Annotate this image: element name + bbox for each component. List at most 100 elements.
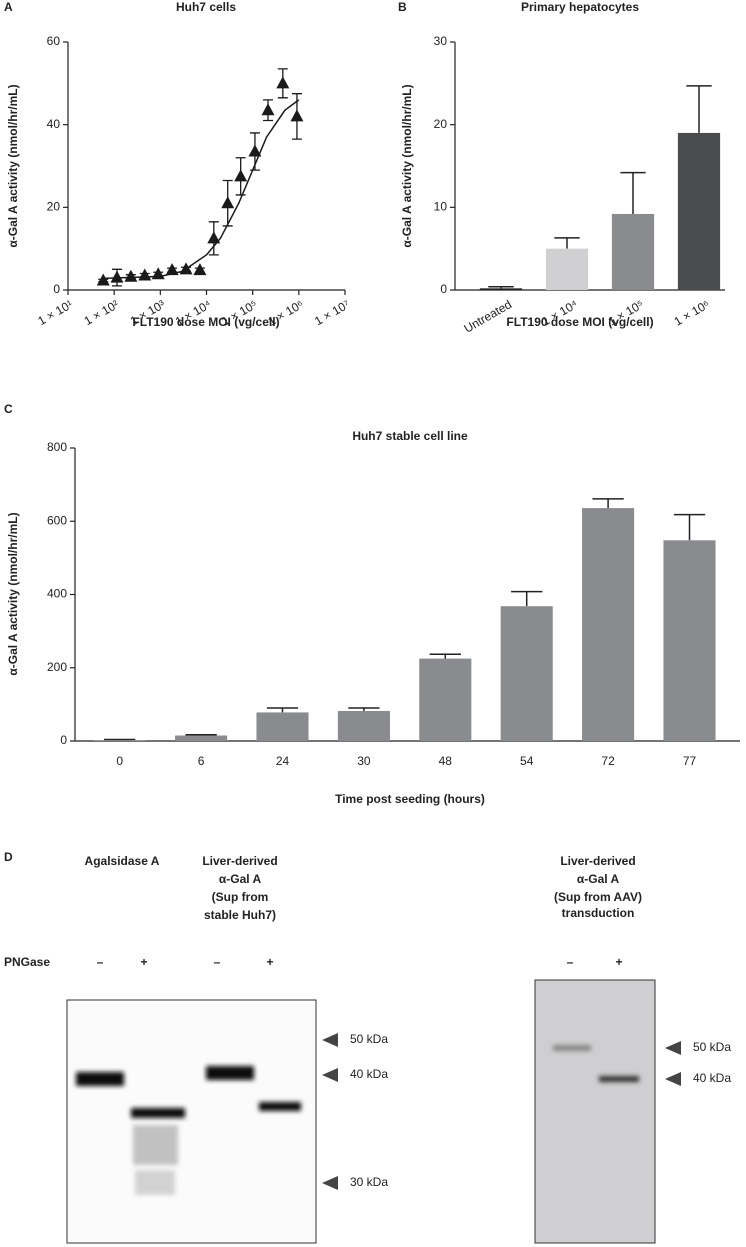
sign: – xyxy=(567,955,574,969)
x-axis-label: FLT190 dose MOI (vg/cell) xyxy=(132,315,279,329)
point xyxy=(234,169,248,182)
x-tick-label: 1 × 10⁷ xyxy=(312,297,352,328)
bar xyxy=(419,658,472,741)
error-bar xyxy=(673,513,706,541)
header: Liver-derived xyxy=(202,854,277,868)
y-tick-label: 800 xyxy=(47,440,67,454)
blot-left xyxy=(66,999,317,1244)
x-tick-label: 0 xyxy=(116,754,123,768)
y-tick-label: 0 xyxy=(53,282,60,296)
chart-title: Primary hepatocytes xyxy=(521,0,639,14)
y-tick-label: 10 xyxy=(434,200,448,214)
header: (Sup from AAV) xyxy=(554,890,642,904)
x-tick-label: 1 × 10⁶ xyxy=(265,297,306,328)
error-bar xyxy=(185,734,217,736)
blot-right xyxy=(534,979,656,1244)
y-tick-label: 200 xyxy=(47,660,67,674)
bar xyxy=(500,606,553,741)
y-tick-label: 40 xyxy=(47,117,61,131)
point xyxy=(179,262,193,275)
chart-title: Huh7 stable cell line xyxy=(352,429,468,443)
y-axis-label: α-Gal A activity (nmol/hr/mL) xyxy=(6,84,20,247)
marker-label: 40 kDa xyxy=(693,1071,731,1085)
point xyxy=(124,269,138,282)
sign: + xyxy=(615,955,622,969)
point xyxy=(96,273,110,286)
point xyxy=(276,76,290,89)
point xyxy=(165,263,179,276)
point xyxy=(248,144,262,157)
y-tick-label: 60 xyxy=(47,34,61,48)
y-tick-label: 0 xyxy=(60,733,67,747)
panel-d: D Agalsidase A Liver-derived α-Gal A (Su… xyxy=(4,850,731,1244)
header: α-Gal A xyxy=(219,872,262,886)
x-axis-label: Time post seeding (hours) xyxy=(335,792,485,806)
band xyxy=(135,1170,175,1195)
header: stable Huh7) xyxy=(204,908,276,922)
y-tick-label: 0 xyxy=(440,282,447,296)
x-tick-label: 1 × 10² xyxy=(82,297,122,328)
band xyxy=(206,1066,254,1080)
x-tick-label: 30 xyxy=(357,754,371,768)
band xyxy=(259,1102,301,1111)
y-tick-label: 20 xyxy=(47,200,61,214)
bar xyxy=(611,213,655,290)
x-tick-label: 48 xyxy=(439,754,453,768)
sign: + xyxy=(140,955,147,969)
bar xyxy=(663,540,716,741)
error-bar xyxy=(620,171,646,214)
point xyxy=(221,196,235,209)
x-tick-label: 1 × 10⁶ xyxy=(672,297,713,328)
point xyxy=(290,109,304,122)
y-axis-label: α-Gal A activity (nmol/hr/mL) xyxy=(400,84,414,247)
y-axis-label: α-Gal A activity (nmol/hr/mL) xyxy=(6,512,20,675)
point xyxy=(193,263,207,276)
bar xyxy=(545,248,589,290)
marker-label: 40 kDa xyxy=(350,1067,388,1081)
marker-label: 50 kDa xyxy=(693,1040,731,1054)
bar xyxy=(337,710,390,741)
band xyxy=(599,1076,639,1082)
sign: – xyxy=(214,955,221,969)
bar xyxy=(93,740,146,741)
x-tick-label: 1 × 10¹ xyxy=(35,297,75,328)
marker-label: 30 kDa xyxy=(350,1175,388,1189)
error-bar xyxy=(429,653,461,659)
x-axis-label: FLT190 dose MOI (vg/cell) xyxy=(506,315,653,329)
sign: + xyxy=(266,955,273,969)
x-tick-label: 54 xyxy=(520,754,534,768)
band xyxy=(76,1072,124,1086)
sign: – xyxy=(97,955,104,969)
panel-letter: D xyxy=(4,850,13,864)
header: (Sup from xyxy=(212,890,269,904)
fit-curve xyxy=(103,99,300,280)
bar xyxy=(677,132,721,290)
bar xyxy=(256,712,309,741)
x-tick-label: 24 xyxy=(276,754,290,768)
point xyxy=(151,267,165,280)
x-tick-label: 77 xyxy=(683,754,697,768)
bar xyxy=(175,735,228,741)
y-tick-label: 600 xyxy=(47,513,67,527)
header: transduction xyxy=(562,906,635,920)
error-bar xyxy=(348,707,380,711)
error-bar xyxy=(266,707,299,713)
x-tick-label: 72 xyxy=(601,754,615,768)
marker-label: 50 kDa xyxy=(350,1032,388,1046)
band xyxy=(133,1125,178,1165)
point xyxy=(207,231,221,244)
error-bar xyxy=(592,498,624,509)
y-tick-label: 400 xyxy=(47,587,67,601)
arrows xyxy=(322,1033,681,1190)
header: Agalsidase A xyxy=(85,854,160,868)
error-bar xyxy=(554,237,580,249)
error-bar xyxy=(104,738,136,741)
band xyxy=(131,1108,185,1118)
charts: A Huh7 cells α-Gal A activity (nmol/hr/mL)… xyxy=(4,0,740,806)
error-bar xyxy=(488,285,514,289)
panel-letter: B xyxy=(398,0,407,14)
panel-letter: A xyxy=(4,0,13,14)
point xyxy=(110,270,124,283)
error-bar xyxy=(686,85,712,133)
